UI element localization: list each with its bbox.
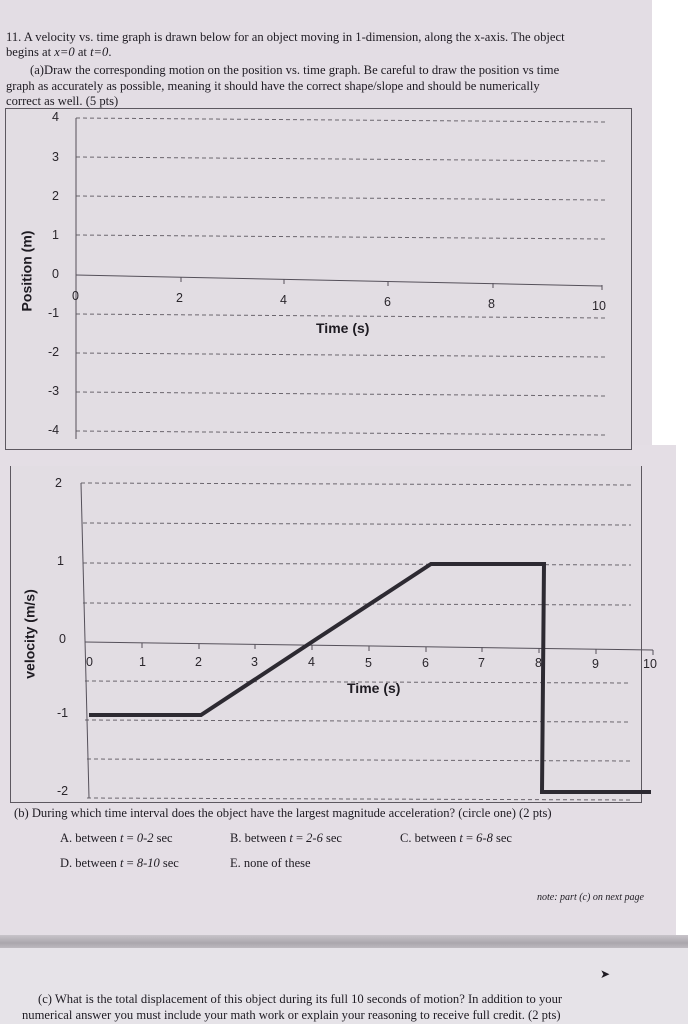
page-bottom	[0, 948, 688, 1024]
y-tick: 4	[52, 110, 59, 124]
y-tick: 0	[52, 267, 59, 281]
margin	[676, 445, 688, 935]
part-b-question: (b) During which time interval does the …	[14, 806, 552, 820]
x-tick: 8	[535, 656, 542, 670]
x-tick: 6	[422, 656, 429, 670]
choice-b[interactable]: B. between t = 2-6 sec	[230, 831, 342, 845]
y-tick: 2	[52, 189, 59, 203]
y-tick: -1	[48, 306, 60, 320]
choice-c[interactable]: C. between t = 6-8 sec	[400, 831, 512, 845]
velocity-series-line	[89, 562, 651, 794]
choice-a[interactable]: A. between t = 0-2 sec	[60, 831, 173, 845]
y-tick: 1	[52, 228, 59, 242]
question-intro-line1: 11. A velocity vs. time graph is drawn b…	[6, 30, 565, 44]
position-chart[interactable]: 4 3 2 1 0 -1 -2 -3 -4 0 2 4 6 8 10 Posit…	[5, 108, 632, 450]
x-tick: 10	[592, 299, 606, 313]
x-tick: 9	[592, 657, 599, 671]
position-chart-plot	[75, 117, 607, 439]
part-a-line3: correct as well. (5 pts)	[6, 94, 119, 108]
y-tick: -2	[48, 345, 60, 359]
x-tick: 6	[384, 295, 391, 309]
question-intro-line2: begins at x=0 at t=0.	[6, 45, 112, 59]
x-axis-label: Time (s)	[347, 680, 401, 696]
x-tick: 8	[488, 297, 495, 311]
x-tick: 0	[86, 655, 93, 669]
choice-e[interactable]: E. none of these	[230, 856, 311, 870]
x-tick: 4	[280, 293, 287, 307]
y-axis-label: Position (m)	[18, 230, 35, 312]
x-tick: 10	[643, 657, 657, 671]
part-a-line1: (a)Draw the corresponding motion on the …	[30, 63, 560, 77]
choice-d[interactable]: D. between t = 8-10 sec	[60, 856, 179, 870]
x-tick: 4	[308, 655, 315, 669]
x-tick: 3	[251, 655, 258, 669]
y-axis-label: velocity (m/s)	[21, 589, 38, 679]
page-divider	[0, 935, 688, 951]
y-tick: -4	[48, 423, 60, 437]
x-tick: 0	[72, 289, 79, 303]
y-tick: 0	[59, 632, 66, 646]
y-tick: -1	[57, 706, 69, 720]
note-part-c: note: part (c) on next page	[537, 892, 644, 903]
y-tick: 3	[52, 150, 59, 164]
part-c-line1: (c) What is the total displacement of th…	[38, 992, 563, 1006]
y-tick: 1	[57, 554, 64, 568]
part-a-line2: graph as accurately as possible, meaning…	[6, 79, 540, 93]
part-c-line2: numerical answer you must include your m…	[22, 1008, 561, 1022]
mouse-cursor-icon: ➤	[600, 967, 611, 981]
velocity-chart-plot	[80, 482, 654, 801]
margin	[652, 0, 688, 445]
y-tick: -3	[48, 384, 60, 398]
x-tick: 2	[195, 655, 202, 669]
x-tick: 2	[176, 291, 183, 305]
x-tick: 7	[478, 656, 485, 670]
velocity-chart: 2 1 0 -1 -2 0 1 2 3 4 5 6 7 8 9 10 veloc…	[10, 466, 657, 803]
x-tick: 5	[365, 656, 372, 670]
y-tick: 2	[55, 476, 62, 490]
y-tick: -2	[57, 784, 69, 798]
x-tick: 1	[139, 655, 146, 669]
x-axis-label: Time (s)	[316, 320, 370, 336]
